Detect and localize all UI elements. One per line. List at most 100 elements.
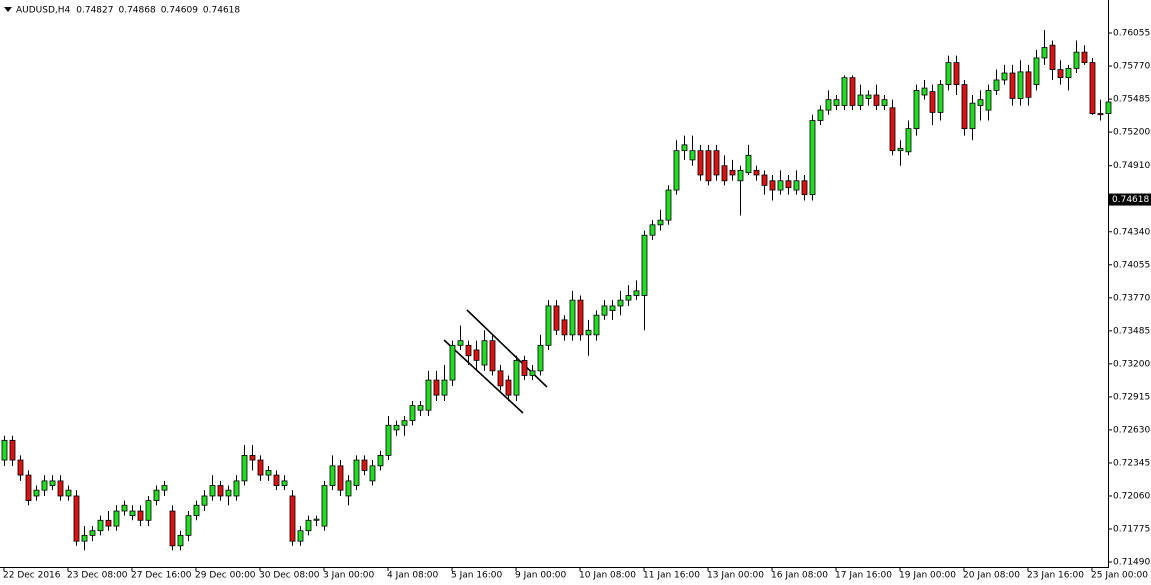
y-tick-label: 0.73770 bbox=[1113, 293, 1150, 303]
candle-body bbox=[569, 299, 576, 336]
candle-body bbox=[289, 495, 296, 542]
candle-body bbox=[1097, 113, 1104, 116]
candle-body bbox=[49, 480, 56, 486]
x-tick-label: 3 Jan 00:00 bbox=[323, 571, 375, 581]
candle-body bbox=[1073, 51, 1080, 69]
y-tick-label: 0.71490 bbox=[1113, 558, 1150, 568]
candle-body bbox=[785, 180, 792, 189]
candle-body bbox=[449, 344, 456, 381]
x-tick-label: 5 Jan 16:00 bbox=[451, 571, 503, 581]
candle-body bbox=[417, 405, 424, 411]
x-tick-label: 19 Jan 00:00 bbox=[899, 571, 956, 581]
candle-body bbox=[1017, 71, 1024, 99]
candle-body bbox=[385, 424, 392, 456]
y-tick-label: 0.72915 bbox=[1113, 392, 1150, 402]
candle-body bbox=[897, 147, 904, 152]
candle-body bbox=[1105, 101, 1112, 114]
candle-body bbox=[961, 84, 968, 130]
candle-body bbox=[585, 329, 592, 336]
x-tick-label: 10 Jan 08:00 bbox=[579, 571, 636, 581]
candle-body bbox=[745, 154, 752, 174]
y-tick-label: 0.73200 bbox=[1113, 359, 1150, 369]
candle-body bbox=[889, 107, 896, 152]
candle-body bbox=[913, 89, 920, 130]
candle-body bbox=[377, 455, 384, 467]
x-tick-label: 13 Jan 00:00 bbox=[707, 571, 764, 581]
candle-body bbox=[153, 489, 160, 502]
candle-body bbox=[625, 295, 632, 301]
candle-body bbox=[113, 510, 120, 527]
candle-body bbox=[1081, 51, 1088, 63]
candle-body bbox=[185, 515, 192, 536]
candle-body bbox=[1025, 71, 1032, 98]
candle-body bbox=[425, 379, 432, 411]
candle-body bbox=[793, 180, 800, 191]
flag-lower-line bbox=[443, 339, 524, 414]
candle-body bbox=[33, 489, 40, 497]
candle-body bbox=[457, 340, 464, 346]
x-tick-label: 4 Jan 08:00 bbox=[387, 571, 439, 581]
candle-body bbox=[857, 94, 864, 106]
candle-body bbox=[1009, 72, 1016, 99]
candle-body bbox=[505, 379, 512, 396]
x-tick-label: 9 Jan 00:00 bbox=[515, 571, 567, 581]
x-tick-label: 29 Dec 00:00 bbox=[195, 571, 256, 581]
candle-body bbox=[673, 150, 680, 191]
candle-body bbox=[441, 379, 448, 396]
y-tick-label: 0.74910 bbox=[1113, 161, 1150, 171]
y-tick-label: 0.75770 bbox=[1113, 62, 1150, 72]
candle-body bbox=[1057, 69, 1064, 79]
candle-body bbox=[881, 99, 888, 106]
candle-body bbox=[985, 89, 992, 111]
candle-body bbox=[553, 305, 560, 331]
candle-body bbox=[905, 128, 912, 153]
candle-body bbox=[825, 99, 832, 111]
candle-body bbox=[305, 519, 312, 532]
candle-body bbox=[9, 439, 16, 461]
candle-body bbox=[545, 305, 552, 346]
candle-body bbox=[713, 150, 720, 176]
candle-body bbox=[89, 530, 96, 536]
candle-body bbox=[265, 470, 272, 476]
candle-body bbox=[1, 439, 8, 461]
candle-body bbox=[137, 510, 144, 521]
candle-body bbox=[97, 519, 104, 532]
candle-body bbox=[977, 99, 984, 106]
candle-body bbox=[697, 150, 704, 176]
candle-body bbox=[345, 480, 352, 497]
candle-body bbox=[593, 314, 600, 336]
header: AUDUSD,H4 bbox=[16, 6, 71, 16]
candle-body bbox=[1089, 62, 1096, 114]
candle-body bbox=[953, 62, 960, 85]
candle-body bbox=[25, 474, 32, 502]
candle-body bbox=[1001, 72, 1008, 81]
candle-body bbox=[193, 504, 200, 517]
header-arrow bbox=[4, 7, 12, 12]
candle-body bbox=[1065, 67, 1072, 79]
candle-body bbox=[473, 349, 480, 361]
symbol-title: AUDUSD,H4 bbox=[16, 6, 71, 16]
x-tick-label: 22 Dec 2016 bbox=[3, 571, 61, 581]
candle-body bbox=[1033, 57, 1040, 85]
candle-body bbox=[761, 174, 768, 186]
x-tick-label: 23 Jan 16:00 bbox=[1027, 571, 1084, 581]
candle-body bbox=[665, 189, 672, 221]
candle-body bbox=[313, 518, 320, 521]
candle-body bbox=[641, 234, 648, 296]
x-tick-label: 16 Jan 08:00 bbox=[771, 571, 828, 581]
candle-body bbox=[681, 144, 688, 152]
candle-body bbox=[41, 480, 48, 491]
y-tick-label: 0.74055 bbox=[1113, 260, 1150, 270]
x-tick-label: 25 Jan 00:00 bbox=[1091, 571, 1148, 581]
candle-body bbox=[401, 420, 408, 426]
candle-body bbox=[753, 169, 760, 176]
candle-body bbox=[1049, 44, 1056, 70]
y-tick-label: 0.73485 bbox=[1113, 326, 1150, 336]
candle-body bbox=[489, 340, 496, 372]
candle-body bbox=[145, 500, 152, 521]
candle-body bbox=[81, 534, 88, 542]
candle-body bbox=[801, 180, 808, 196]
x-tick-label: 30 Dec 08:00 bbox=[259, 571, 320, 581]
y-tick-label: 0.71775 bbox=[1113, 524, 1150, 534]
candle-body bbox=[17, 459, 24, 476]
